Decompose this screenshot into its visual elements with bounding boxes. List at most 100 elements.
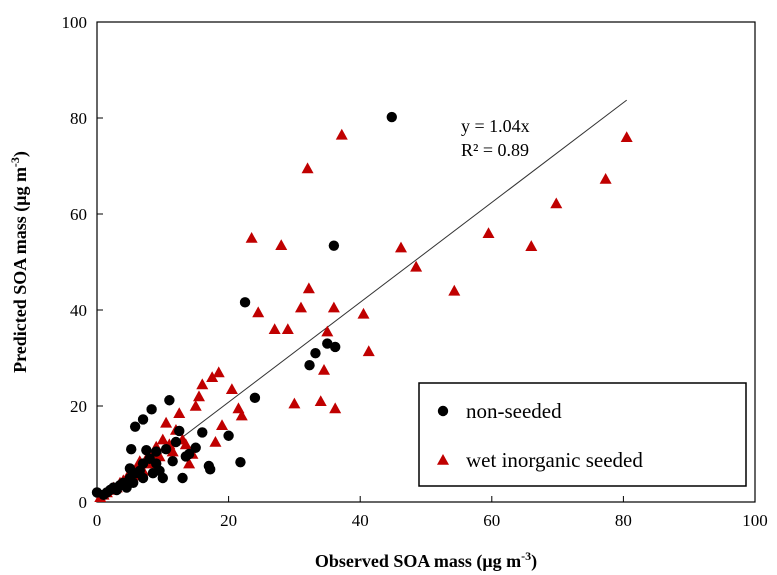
point-wet-inorganic-seeded <box>196 378 209 390</box>
y-axis-title-main: Predicted SOA mass (μg m <box>10 167 31 373</box>
y-tick-label: 0 <box>79 493 88 512</box>
point-non-seeded <box>386 111 397 123</box>
point-wet-inorganic-seeded <box>314 395 327 406</box>
point-non-seeded <box>146 404 157 415</box>
point-wet-inorganic-seeded <box>183 457 196 469</box>
plot-area <box>96 21 756 503</box>
point-non-seeded <box>170 436 182 448</box>
legend-box <box>418 382 747 487</box>
point-non-seeded <box>167 456 178 467</box>
point-non-seeded <box>137 414 149 425</box>
point-wet-inorganic-seeded <box>394 241 407 253</box>
legend: non-seeded wet inorganic seeded <box>418 382 747 487</box>
point-wet-inorganic-seeded <box>288 397 301 409</box>
point-non-seeded <box>223 430 234 441</box>
y-tick-label: 100 <box>62 13 88 32</box>
y-axis-title: Predicted SOA mass (μg m-3) <box>8 151 31 373</box>
point-wet-inorganic-seeded <box>281 323 294 334</box>
x-axis-title: Observed SOA mass (μg m-3) <box>315 549 537 572</box>
point-wet-inorganic-seeded <box>160 416 173 428</box>
point-wet-inorganic-seeded <box>166 445 179 457</box>
point-wet-inorganic-seeded <box>620 131 633 142</box>
equation-label: y = 1.04x <box>461 116 530 136</box>
fit-line-layer <box>96 99 627 503</box>
point-non-seeded <box>174 425 185 437</box>
point-wet-inorganic-seeded <box>206 371 219 382</box>
point-non-seeded <box>127 477 139 488</box>
point-wet-inorganic-seeded <box>357 307 370 319</box>
point-wet-inorganic-seeded <box>327 301 340 313</box>
point-non-seeded <box>204 464 216 475</box>
x-tick-label: 40 <box>352 511 369 530</box>
point-wet-inorganic-seeded <box>216 419 229 430</box>
y-axis-title-superscript: -3 <box>8 157 22 167</box>
point-wet-inorganic-seeded <box>173 407 186 418</box>
point-wet-inorganic-seeded <box>225 383 238 394</box>
x-axis-ticks: 0 20 40 60 80 100 <box>93 496 768 530</box>
point-wet-inorganic-seeded <box>275 239 288 250</box>
point-wet-inorganic-seeded <box>245 232 258 243</box>
point-non-seeded <box>235 456 246 468</box>
x-axis-title-tail: ) <box>531 551 537 572</box>
point-non-seeded <box>141 444 152 456</box>
legend-marker-non-seeded <box>437 405 449 417</box>
point-non-seeded <box>129 421 141 432</box>
point-wet-inorganic-seeded <box>329 402 342 414</box>
point-non-seeded <box>126 444 137 455</box>
point-wet-inorganic-seeded <box>252 306 265 318</box>
point-wet-inorganic-seeded <box>156 433 169 445</box>
x-tick-label: 20 <box>220 511 237 530</box>
point-wet-inorganic-seeded <box>209 436 222 447</box>
x-axis-title-superscript: -3 <box>521 549 531 563</box>
y-tick-label: 40 <box>70 301 87 320</box>
plot-frame <box>96 21 756 503</box>
r-squared-label: R² = 0.89 <box>461 140 529 160</box>
point-wet-inorganic-seeded <box>410 260 423 272</box>
point-non-seeded <box>197 427 208 438</box>
point-wet-inorganic-seeded <box>525 240 538 251</box>
point-wet-inorganic-seeded <box>321 325 334 337</box>
point-non-seeded <box>304 360 315 371</box>
point-wet-inorganic-seeded <box>268 323 281 334</box>
point-non-seeded <box>157 472 168 484</box>
x-tick-label: 60 <box>483 511 500 530</box>
point-non-seeded <box>329 341 341 353</box>
point-non-seeded <box>164 395 175 406</box>
data-points <box>91 111 633 502</box>
point-wet-inorganic-seeded <box>550 197 563 209</box>
point-non-seeded <box>183 448 195 460</box>
x-axis-title-main: Observed SOA mass (μg m <box>315 551 521 572</box>
fit-line <box>96 99 627 503</box>
point-wet-inorganic-seeded <box>179 438 192 450</box>
point-wet-inorganic-seeded <box>294 301 307 313</box>
point-non-seeded <box>137 472 149 484</box>
y-tick-label: 80 <box>70 109 87 128</box>
x-tick-label: 100 <box>742 511 768 530</box>
point-non-seeded <box>249 392 261 404</box>
y-axis-title-tail: ) <box>10 151 31 157</box>
legend-label-wet-inorganic-seeded: wet inorganic seeded <box>466 448 643 472</box>
point-wet-inorganic-seeded <box>212 366 225 378</box>
point-wet-inorganic-seeded <box>448 284 461 296</box>
point-non-seeded <box>190 442 201 453</box>
point-wet-inorganic-seeded <box>318 364 331 375</box>
point-non-seeded <box>328 240 340 251</box>
point-wet-inorganic-seeded <box>482 227 495 238</box>
x-tick-label: 0 <box>93 511 102 530</box>
point-wet-inorganic-seeded <box>302 282 315 294</box>
x-tick-label: 80 <box>615 511 632 530</box>
legend-label-non-seeded: non-seeded <box>466 399 562 423</box>
point-wet-inorganic-seeded <box>235 409 248 421</box>
point-non-seeded <box>177 472 188 484</box>
y-tick-label: 20 <box>70 397 87 416</box>
point-wet-inorganic-seeded <box>192 390 205 402</box>
legend-marker-wet-inorganic-seeded <box>437 454 449 465</box>
point-wet-inorganic-seeded <box>335 128 348 140</box>
point-non-seeded <box>239 297 251 308</box>
point-non-seeded <box>310 348 321 359</box>
point-wet-inorganic-seeded <box>189 400 202 411</box>
y-axis-ticks: 0 20 40 60 80 100 <box>62 13 103 512</box>
point-non-seeded <box>160 444 172 455</box>
point-wet-inorganic-seeded <box>301 162 314 174</box>
